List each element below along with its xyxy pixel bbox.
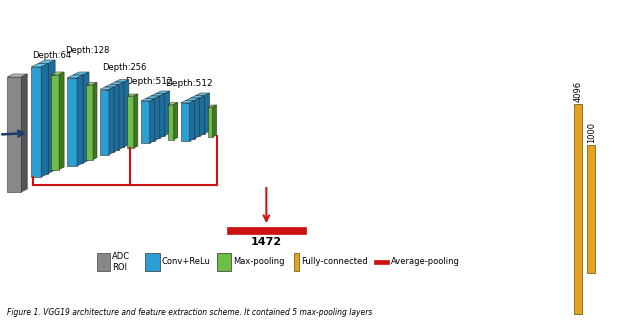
Polygon shape bbox=[93, 82, 97, 159]
Polygon shape bbox=[205, 93, 209, 134]
Text: Depth:256: Depth:256 bbox=[102, 63, 147, 72]
Polygon shape bbox=[146, 96, 160, 99]
Polygon shape bbox=[100, 90, 109, 155]
Bar bbox=[216, 253, 232, 271]
Text: 1000: 1000 bbox=[587, 122, 596, 143]
Polygon shape bbox=[207, 105, 216, 107]
Polygon shape bbox=[141, 101, 150, 143]
Text: Fully-connected: Fully-connected bbox=[301, 258, 368, 267]
Bar bbox=[294, 253, 300, 271]
Text: Depth:512: Depth:512 bbox=[125, 77, 173, 86]
Text: Depth:512: Depth:512 bbox=[165, 79, 212, 88]
Text: ADC
ROI: ADC ROI bbox=[112, 252, 130, 272]
Polygon shape bbox=[114, 84, 119, 152]
Polygon shape bbox=[186, 98, 200, 100]
Bar bbox=[97, 253, 110, 271]
Polygon shape bbox=[150, 99, 155, 143]
Polygon shape bbox=[196, 96, 205, 134]
Polygon shape bbox=[67, 75, 83, 78]
Polygon shape bbox=[155, 96, 160, 140]
Polygon shape bbox=[200, 96, 205, 136]
Polygon shape bbox=[105, 87, 114, 152]
Polygon shape bbox=[73, 72, 89, 75]
Polygon shape bbox=[196, 93, 209, 96]
Polygon shape bbox=[31, 63, 48, 67]
Text: Max-pooling: Max-pooling bbox=[234, 258, 285, 267]
Polygon shape bbox=[21, 74, 28, 192]
Polygon shape bbox=[73, 75, 83, 163]
Polygon shape bbox=[191, 98, 200, 136]
Polygon shape bbox=[48, 60, 55, 174]
Polygon shape bbox=[41, 63, 48, 177]
Polygon shape bbox=[189, 100, 195, 141]
Polygon shape bbox=[186, 100, 195, 138]
Polygon shape bbox=[151, 93, 164, 96]
Polygon shape bbox=[156, 91, 170, 93]
Polygon shape bbox=[7, 77, 21, 192]
Polygon shape bbox=[124, 80, 129, 147]
Polygon shape bbox=[86, 84, 93, 159]
Polygon shape bbox=[212, 105, 216, 137]
Polygon shape bbox=[31, 67, 41, 177]
Polygon shape bbox=[109, 87, 114, 155]
Polygon shape bbox=[38, 63, 48, 174]
Polygon shape bbox=[180, 103, 189, 141]
Polygon shape bbox=[38, 60, 55, 63]
Polygon shape bbox=[115, 80, 129, 82]
Polygon shape bbox=[115, 82, 124, 147]
Polygon shape bbox=[160, 93, 164, 138]
Polygon shape bbox=[164, 91, 170, 136]
Polygon shape bbox=[173, 102, 178, 139]
Polygon shape bbox=[127, 96, 134, 148]
Bar bbox=[374, 260, 389, 264]
Polygon shape bbox=[110, 82, 124, 84]
Polygon shape bbox=[146, 99, 155, 140]
Polygon shape bbox=[127, 94, 138, 96]
Polygon shape bbox=[105, 84, 119, 87]
Polygon shape bbox=[195, 98, 200, 138]
Polygon shape bbox=[100, 87, 114, 90]
Polygon shape bbox=[59, 72, 64, 169]
Polygon shape bbox=[67, 78, 77, 166]
Polygon shape bbox=[191, 96, 205, 98]
Bar bbox=[227, 227, 306, 234]
Text: 4096: 4096 bbox=[573, 81, 583, 102]
Text: Average-pooling: Average-pooling bbox=[391, 258, 460, 267]
Polygon shape bbox=[168, 102, 178, 105]
Polygon shape bbox=[180, 100, 195, 103]
Polygon shape bbox=[77, 75, 83, 166]
Polygon shape bbox=[86, 82, 97, 84]
Polygon shape bbox=[83, 72, 89, 163]
Text: Depth:64: Depth:64 bbox=[32, 51, 71, 60]
Bar bbox=[145, 253, 160, 271]
Polygon shape bbox=[141, 99, 155, 101]
Polygon shape bbox=[110, 84, 119, 149]
Text: Figure 1. VGG19 architecture and feature extraction scheme. It contained 5 max-p: Figure 1. VGG19 architecture and feature… bbox=[7, 308, 372, 317]
Bar bbox=[587, 145, 595, 273]
Polygon shape bbox=[168, 105, 173, 139]
Polygon shape bbox=[119, 82, 124, 149]
Polygon shape bbox=[156, 93, 164, 136]
Text: Conv+ReLu: Conv+ReLu bbox=[162, 258, 211, 267]
Polygon shape bbox=[51, 72, 64, 74]
Polygon shape bbox=[151, 96, 160, 138]
Text: Depth:128: Depth:128 bbox=[65, 46, 109, 55]
Bar bbox=[574, 104, 582, 314]
Polygon shape bbox=[51, 74, 59, 169]
Polygon shape bbox=[207, 107, 212, 137]
Polygon shape bbox=[7, 74, 28, 77]
Text: 1472: 1472 bbox=[251, 237, 282, 247]
Polygon shape bbox=[134, 94, 138, 148]
